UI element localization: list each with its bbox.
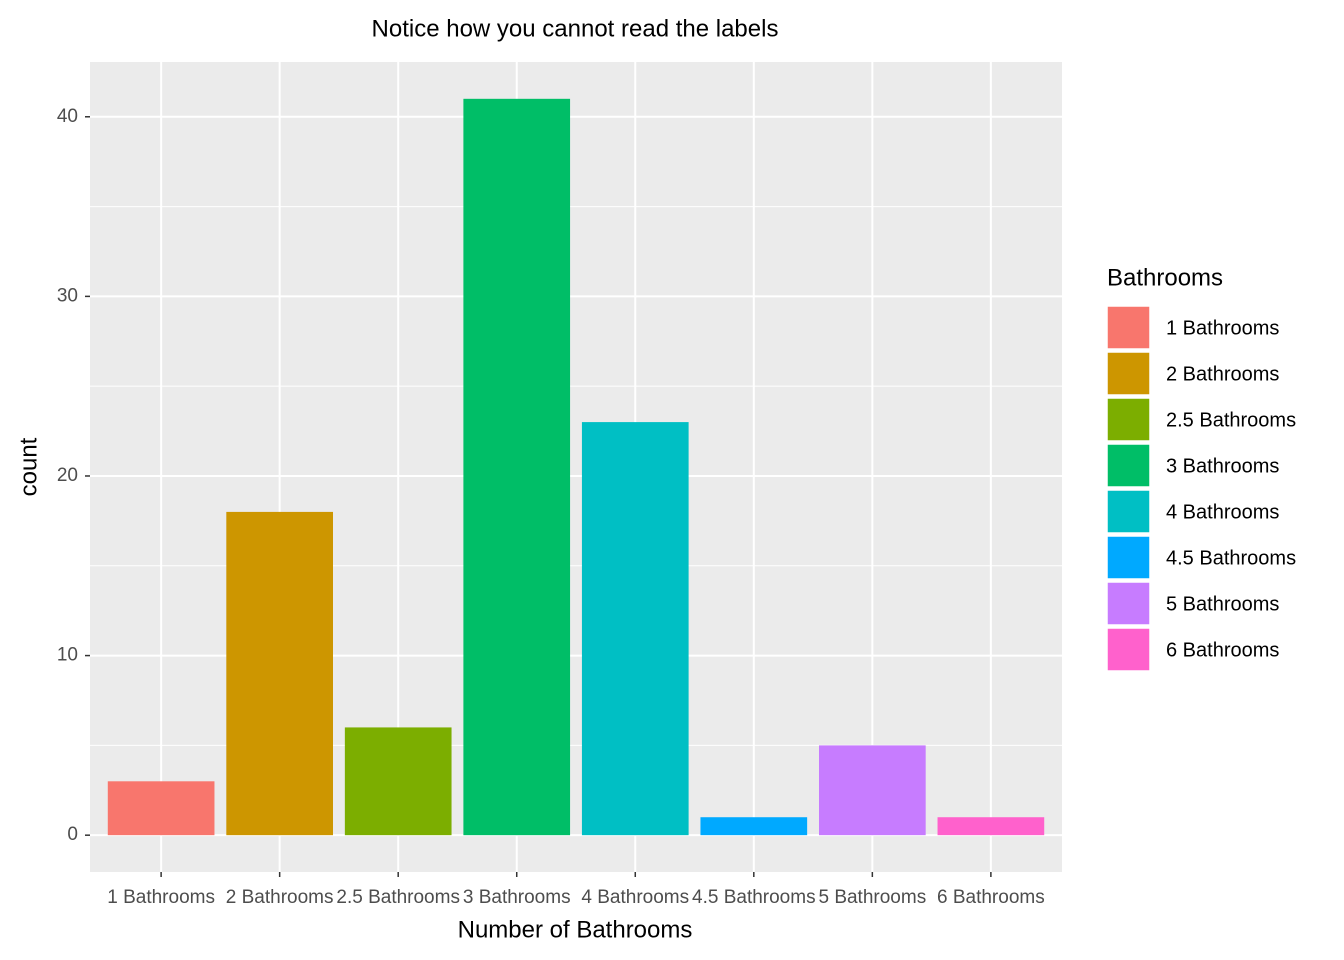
x-tick-label: 1 Bathrooms — [107, 887, 215, 908]
y-tick-label: 30 — [57, 285, 78, 306]
x-tick-label: 4 Bathrooms — [581, 887, 689, 908]
x-tick-label: 2.5 Bathrooms — [336, 887, 460, 908]
legend-key — [1106, 351, 1151, 396]
x-tick-label: 3 Bathrooms — [463, 887, 571, 908]
bar — [107, 781, 215, 836]
legend-key — [1106, 305, 1151, 350]
bar — [937, 817, 1045, 836]
chart-title: Notice how you cannot read the labels — [372, 15, 779, 42]
legend-label: 3 Bathrooms — [1166, 455, 1279, 477]
bar — [819, 745, 926, 836]
bar — [344, 727, 452, 836]
x-axis-title: Number of Bathrooms — [458, 916, 693, 943]
bar — [226, 511, 333, 836]
legend-label: 5 Bathrooms — [1166, 593, 1279, 615]
legend-label: 1 Bathrooms — [1166, 317, 1279, 339]
legend-key — [1106, 397, 1151, 442]
legend-title: Bathrooms — [1107, 264, 1223, 291]
legend-label: 2.5 Bathrooms — [1166, 409, 1296, 431]
legend-key — [1106, 489, 1151, 534]
legend-key — [1106, 535, 1151, 580]
x-tick-label: 2 Bathrooms — [226, 887, 334, 908]
y-tick-label: 40 — [57, 106, 78, 127]
bar — [581, 422, 689, 836]
bar — [700, 817, 808, 836]
legend-label: 4 Bathrooms — [1166, 501, 1279, 523]
x-tick-label: 6 Bathrooms — [937, 887, 1045, 908]
legend-key — [1106, 627, 1151, 672]
y-tick-label: 0 — [67, 824, 78, 845]
y-axis-title: count — [15, 437, 42, 496]
y-tick-label: 10 — [57, 645, 78, 666]
legend-key — [1106, 581, 1151, 626]
legend-label: 2 Bathrooms — [1166, 363, 1279, 385]
x-tick-label: 5 Bathrooms — [818, 887, 926, 908]
y-tick-label: 20 — [57, 465, 78, 486]
legend-label: 6 Bathrooms — [1166, 639, 1279, 661]
legend-key — [1106, 443, 1151, 488]
legend-label: 4.5 Bathrooms — [1166, 547, 1296, 569]
bar — [463, 98, 571, 836]
x-tick-label: 4.5 Bathrooms — [692, 887, 816, 908]
